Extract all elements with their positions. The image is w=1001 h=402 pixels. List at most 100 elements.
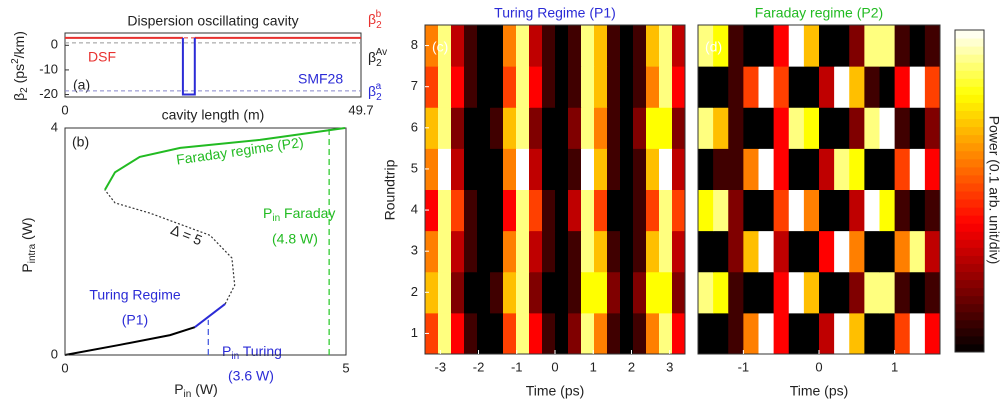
plot-frame <box>64 127 347 356</box>
y-tick-label: 6 <box>411 119 418 134</box>
heatmap-cell <box>516 66 530 108</box>
heatmap-cell <box>894 271 911 314</box>
heatmap-cell <box>594 148 608 190</box>
heatmap-cell <box>924 312 941 355</box>
heatmap-cell <box>849 148 865 190</box>
series-line <box>181 37 196 96</box>
heatmap-cell <box>849 271 865 314</box>
heatmap-cell <box>464 189 478 232</box>
heatmap-cell <box>834 148 850 190</box>
colorbar-step <box>955 174 984 184</box>
heatmap-cell <box>834 25 850 67</box>
x-tick-label: -3 <box>435 359 447 374</box>
heatmap-cell <box>788 66 805 108</box>
heatmap-cell <box>924 25 941 67</box>
heatmap-cell <box>698 25 714 67</box>
heatmap-cell <box>713 230 729 273</box>
heatmap-cell <box>477 107 491 149</box>
heatmap-cell <box>620 107 634 149</box>
x-tick-label: -1 <box>738 359 750 374</box>
heatmap-cell <box>646 25 660 67</box>
heatmap-cell <box>503 25 517 67</box>
heatmap-cell <box>909 25 926 67</box>
heatmap-cell <box>451 107 465 149</box>
reference-label: β2a <box>368 81 382 103</box>
colorbar-step <box>955 215 984 224</box>
heatmap-cell <box>490 107 504 149</box>
colorbar-step <box>955 295 984 305</box>
heatmap-cell <box>743 148 759 190</box>
heatmap-cell <box>490 271 504 314</box>
heatmap-cell <box>672 148 686 190</box>
heatmap-cell <box>529 271 543 314</box>
heatmap-cell <box>477 25 491 67</box>
heatmap-cell <box>659 66 673 108</box>
heatmap-cell <box>672 271 686 314</box>
annotation: Δ = 5 <box>169 221 205 248</box>
heatmap-cell <box>728 148 744 190</box>
annotation: (P1) <box>122 312 148 328</box>
heatmap-cell <box>743 271 759 314</box>
heatmap-cell <box>620 271 634 314</box>
heatmap-cell <box>607 230 621 273</box>
heatmap-cell <box>864 189 880 232</box>
colorbar-step <box>955 78 984 87</box>
heatmap-cell <box>438 230 452 273</box>
plot-frame <box>64 32 362 98</box>
colorbar-step <box>955 199 984 208</box>
x-tick-label: 3 <box>666 359 673 374</box>
heatmap-cell <box>633 312 647 355</box>
heatmap-cell <box>803 25 820 67</box>
heatmap-cell <box>698 271 714 314</box>
heatmap-cell <box>464 230 478 273</box>
reference-label: β2b <box>368 9 382 31</box>
heatmap-cell <box>894 107 911 149</box>
heatmap-cell <box>894 66 911 108</box>
heatmap-cell <box>568 230 582 273</box>
reference-label: β2Av <box>368 47 387 69</box>
heatmap-cell <box>568 25 582 67</box>
heatmap-cell <box>438 271 452 314</box>
heatmap-cell <box>451 25 465 67</box>
heatmap-cell <box>568 66 582 108</box>
heatmap-cell <box>620 66 634 108</box>
heatmap-cell <box>607 271 621 314</box>
heatmap-cell <box>849 312 865 355</box>
heatmap-cell <box>529 148 543 190</box>
heatmap-cell <box>490 66 504 108</box>
heatmap-cell <box>728 189 744 232</box>
heatmap-cell <box>633 107 647 149</box>
heatmap-cell <box>713 189 729 232</box>
heatmap-cell <box>659 189 673 232</box>
heatmap-cell <box>542 66 556 108</box>
colorbar-step <box>955 62 984 71</box>
heatmap-cell <box>451 189 465 232</box>
heatmap-cell <box>646 148 660 190</box>
heatmap-cell <box>555 148 569 190</box>
heatmap-cell <box>464 312 478 355</box>
heatmap-cell <box>879 271 896 314</box>
heatmap-cell <box>542 148 556 190</box>
heatmap-cell <box>477 230 491 273</box>
heatmap-cell <box>568 189 582 232</box>
heatmap-cell <box>477 312 491 355</box>
heatmap-cell <box>834 271 850 314</box>
heatmap-cell <box>849 230 865 273</box>
x-tick-label: 0 <box>815 359 822 374</box>
heatmap-cell <box>581 25 595 67</box>
heatmap-cell <box>490 189 504 232</box>
colorbar-step <box>955 319 984 329</box>
heatmap-cell <box>672 25 686 67</box>
heatmap-cell <box>909 189 926 232</box>
heatmap-cell <box>425 271 439 314</box>
annotation: (3.6 W) <box>228 368 274 384</box>
panel-label: (a) <box>73 77 90 93</box>
heatmap-cell <box>425 148 439 190</box>
heatmap-cell <box>909 66 926 108</box>
colorbar-step <box>955 207 984 216</box>
heatmap-cell <box>743 230 759 273</box>
heatmap-cell <box>659 148 673 190</box>
heatmap-cell <box>803 271 820 314</box>
heatmap-cell <box>464 25 478 67</box>
heatmap-cell <box>438 189 452 232</box>
